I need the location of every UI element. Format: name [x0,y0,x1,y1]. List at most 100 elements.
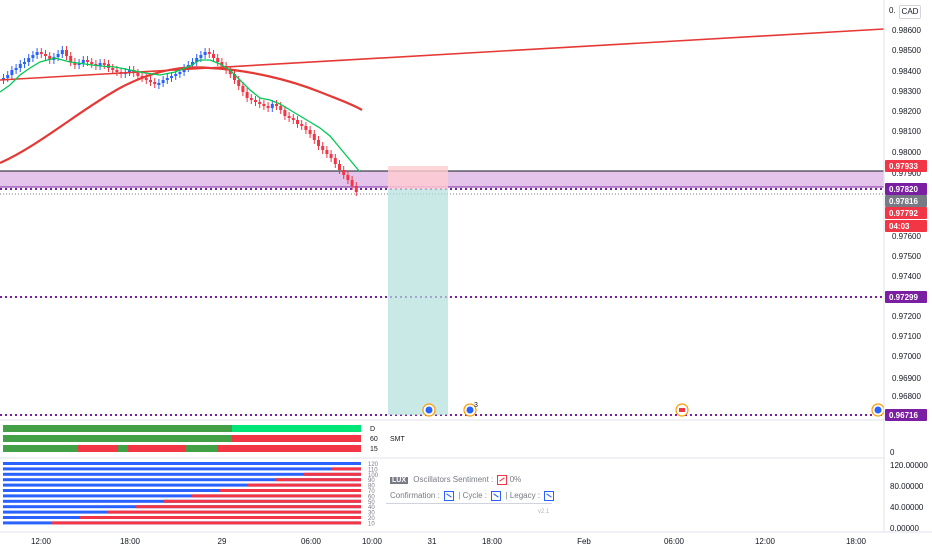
candle [342,170,346,175]
candle [287,116,291,118]
mtf-bar-60 [3,435,361,442]
candle [10,70,14,75]
candle [153,82,157,84]
osc-row [3,478,361,482]
price-tag-bg [885,183,927,195]
candle [228,70,232,74]
price-tag-bg [885,195,927,207]
mtf-trend-bars [3,425,361,452]
osc-row-red [304,472,361,476]
time-axis[interactable]: 12:00 18:00 29 06:00 10:00 31 18:00 Feb 06:00 12:… [31,537,867,546]
candle [300,124,304,126]
cycle-label: Cycle : [462,491,488,501]
price-label: 0.97600 [892,232,921,241]
price-label: 0.97900 [892,169,921,178]
price-tag: 0.97820 [889,185,918,194]
candle [69,56,73,62]
candle [233,74,236,80]
time-label: 12:00 [31,537,52,546]
candle [203,52,207,55]
candle [39,52,43,54]
candle [44,54,47,56]
candle [73,62,77,65]
price-tag-bg [885,409,927,421]
candle [291,118,295,120]
candle [102,63,106,65]
stop-loss-zone[interactable] [388,166,448,189]
candlestick-series [2,46,358,196]
candle [48,56,52,60]
sentiment-value: 0% [509,475,522,485]
osc-row [3,494,361,498]
mtf-label-d: D [370,426,375,433]
candle [333,158,337,164]
currency-button[interactable]: CAD [899,5,921,19]
oscillator-heatmap [3,462,361,525]
candle [220,62,224,66]
time-label: 31 [428,537,437,546]
osc-scale-label: 30 [368,511,375,517]
osc-row-red [80,516,361,519]
price-tag-bg [885,220,927,232]
osc-row-red [52,521,361,525]
indicator-version: v2.1 [538,509,550,515]
osc-scale-label: 70 [368,489,375,495]
price-label: 0.97400 [892,272,921,281]
osc-scale-label: 20 [368,516,375,522]
price-axis[interactable] [884,0,932,550]
event-badge-canada[interactable] [675,403,689,417]
candle [165,78,169,80]
candle [35,52,39,55]
osc-axis-0: 0.00000 [890,524,919,533]
osc-row-red [108,510,361,514]
candle [65,50,68,56]
candle [346,175,350,180]
time-label: 18:00 [846,537,867,546]
time-label: Feb [577,537,591,546]
candle [354,186,358,192]
candle [296,120,299,124]
legacy-label: Legacy : [509,491,541,501]
candle [245,92,249,98]
price-label: 0.98600 [892,26,921,35]
price-tag-bg [885,207,927,219]
candle [111,68,115,70]
candle [195,58,199,62]
candle [329,154,333,158]
candle [86,60,89,62]
candle [56,54,60,57]
mtf-bar-15-seg [118,445,128,452]
candle [161,80,165,83]
osc-axis-80: 80.00000 [890,482,924,491]
time-label: 06:00 [301,537,322,546]
trend-line[interactable] [0,28,885,81]
time-label: 29 [218,537,227,546]
ema-fast-line [0,57,361,173]
event-badge-2[interactable] [463,403,477,417]
candle [98,63,102,66]
price-label: 0.97500 [892,252,921,261]
candle [174,74,178,76]
price-label: 0.96800 [892,392,921,401]
confirmation-row: Confirmation : | Cycle : | Legacy : [390,491,556,501]
event-badge-3[interactable] [871,403,885,417]
osc-row-red [164,499,361,503]
legend-divider [386,503,552,504]
candle [77,63,81,65]
candle [237,80,241,86]
candle [325,150,329,154]
price-label: 0.96900 [892,374,921,383]
osc-row [3,489,361,492]
time-label: 12:00 [755,537,776,546]
price-label: 0.97100 [892,332,921,341]
time-label: 10:00 [362,537,383,546]
candle [60,50,64,54]
event-badge-1[interactable] [422,403,436,417]
price-tag: 0.97299 [889,293,918,302]
osc-row [3,483,361,487]
take-profit-zone[interactable] [388,189,448,415]
osc-scale-label: 80 [368,484,375,490]
candle [241,86,245,92]
